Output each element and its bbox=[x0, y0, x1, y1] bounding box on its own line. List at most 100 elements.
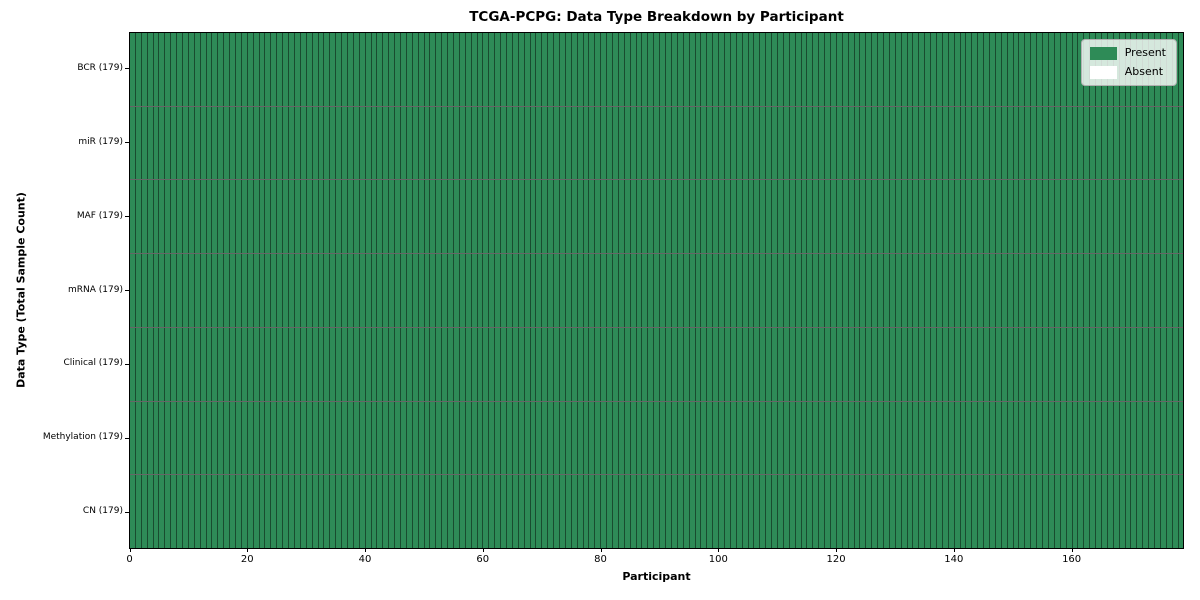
heatmap-cell bbox=[342, 475, 348, 549]
heatmap-cell bbox=[777, 401, 784, 475]
heatmap-cell bbox=[542, 180, 549, 254]
heatmap-cell bbox=[960, 401, 967, 475]
heatmap-cell bbox=[990, 33, 996, 106]
heatmap-cell bbox=[695, 254, 702, 327]
heatmap-cell bbox=[206, 254, 213, 327]
heatmap-cell bbox=[283, 401, 290, 475]
heatmap-cell bbox=[206, 180, 213, 254]
heatmap-cell bbox=[507, 401, 513, 475]
heatmap-cell bbox=[748, 475, 755, 549]
heatmap-cell bbox=[442, 327, 449, 401]
heatmap-cell bbox=[353, 327, 360, 401]
heatmap-cell bbox=[330, 33, 337, 106]
heatmap-cell bbox=[1078, 180, 1085, 254]
heatmap-cell bbox=[942, 254, 949, 327]
heatmap-cell bbox=[813, 254, 820, 327]
heatmap-cell bbox=[324, 327, 331, 401]
heatmap-cell bbox=[1048, 254, 1055, 327]
heatmap-cell bbox=[825, 106, 831, 180]
heatmap-cell bbox=[889, 475, 896, 549]
heatmap-cell bbox=[777, 475, 784, 549]
heatmap-cell bbox=[253, 475, 260, 549]
heatmap-cell bbox=[330, 475, 337, 549]
heatmap-cell bbox=[212, 475, 219, 549]
heatmap-cell bbox=[742, 254, 749, 327]
heatmap-cell bbox=[359, 254, 366, 327]
heatmap-cell bbox=[188, 180, 195, 254]
heatmap-cell bbox=[395, 401, 401, 475]
heatmap-cell bbox=[436, 254, 443, 327]
heatmap-cell bbox=[677, 254, 684, 327]
heatmap-cell bbox=[607, 401, 614, 475]
heatmap-cell bbox=[736, 254, 743, 327]
heatmap-cell bbox=[937, 475, 943, 549]
heatmap-cell bbox=[736, 33, 743, 106]
heatmap-cell bbox=[459, 475, 466, 549]
heatmap-cell bbox=[724, 254, 731, 327]
heatmap-cell bbox=[1172, 401, 1179, 475]
heatmap-cell bbox=[1060, 327, 1067, 401]
heatmap-cell bbox=[742, 106, 749, 180]
legend-item-absent: Absent bbox=[1089, 65, 1166, 79]
heatmap-cell bbox=[153, 475, 160, 549]
heatmap-cell bbox=[1060, 180, 1067, 254]
heatmap-cell bbox=[683, 254, 690, 327]
heatmap-cell bbox=[730, 254, 737, 327]
heatmap-cell bbox=[719, 254, 725, 327]
heatmap-cell bbox=[666, 180, 672, 254]
heatmap-cell bbox=[1131, 401, 1138, 475]
heatmap-cell bbox=[701, 33, 708, 106]
heatmap-cell bbox=[247, 254, 254, 327]
heatmap-cell bbox=[200, 180, 207, 254]
heatmap-cell bbox=[224, 327, 231, 401]
heatmap-cell bbox=[783, 33, 790, 106]
heatmap-cell bbox=[589, 475, 596, 549]
heatmap-cell bbox=[141, 475, 148, 549]
heatmap-cell bbox=[312, 180, 319, 254]
heatmap-cell bbox=[954, 106, 961, 180]
heatmap-cell bbox=[283, 475, 290, 549]
heatmap-cell bbox=[224, 401, 231, 475]
heatmap-cell bbox=[925, 475, 932, 549]
heatmap-cell bbox=[1119, 254, 1126, 327]
heatmap-cell bbox=[347, 475, 354, 549]
heatmap-cell bbox=[1001, 33, 1008, 106]
heatmap-cell bbox=[477, 254, 484, 327]
heatmap-cell bbox=[206, 401, 213, 475]
heatmap-cell bbox=[524, 401, 531, 475]
heatmap-cell bbox=[218, 106, 225, 180]
heatmap-cell bbox=[948, 106, 955, 180]
heatmap-cell bbox=[430, 106, 437, 180]
heatmap-cell bbox=[371, 401, 378, 475]
x-tick-label: 140 bbox=[944, 554, 964, 565]
heatmap-cell bbox=[848, 106, 855, 180]
heatmap-cell bbox=[895, 106, 902, 180]
heatmap-cell bbox=[1160, 475, 1167, 549]
heatmap-cell bbox=[701, 254, 708, 327]
heatmap-cell bbox=[253, 401, 260, 475]
heatmap-cell bbox=[654, 106, 661, 180]
heatmap-cell bbox=[866, 475, 873, 549]
heatmap-cell bbox=[453, 106, 460, 180]
heatmap-cell bbox=[689, 475, 696, 549]
heatmap-cell bbox=[948, 327, 955, 401]
heatmap-cell bbox=[347, 327, 354, 401]
heatmap-cell bbox=[565, 254, 572, 327]
heatmap-cell bbox=[400, 33, 407, 106]
heatmap-cell bbox=[442, 254, 449, 327]
heatmap-cell bbox=[253, 33, 260, 106]
heatmap-cell bbox=[937, 106, 943, 180]
heatmap-cell bbox=[795, 33, 802, 106]
heatmap-cell bbox=[1154, 401, 1161, 475]
heatmap-cell bbox=[854, 254, 861, 327]
heatmap-cell bbox=[259, 180, 266, 254]
heatmap-cell bbox=[954, 475, 961, 549]
heatmap-cell bbox=[724, 475, 731, 549]
heatmap-cell bbox=[141, 401, 148, 475]
heatmap-cell bbox=[813, 106, 820, 180]
heatmap-cell bbox=[1013, 254, 1020, 327]
heatmap-cell bbox=[689, 254, 696, 327]
heatmap-cell bbox=[518, 180, 525, 254]
heatmap-cell bbox=[830, 33, 837, 106]
y-tick-mark bbox=[125, 437, 129, 439]
